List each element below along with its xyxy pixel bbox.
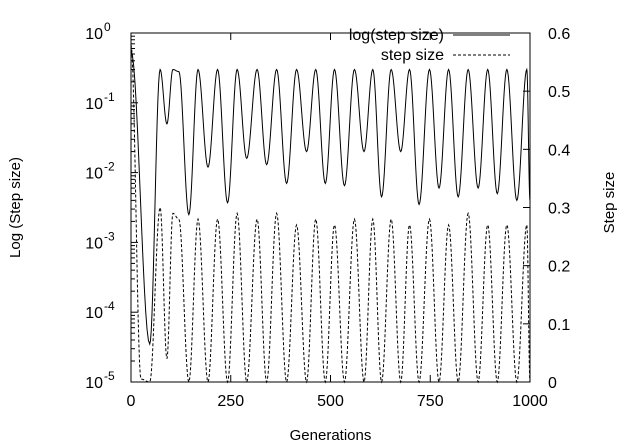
y-right-tick-label: 0: [548, 375, 557, 392]
y-left-tick-label: 10: [85, 235, 103, 252]
y-left-tick-exponent: -2: [104, 160, 115, 174]
x-tick-label: 750: [417, 393, 444, 410]
y-left-tick-label: 10: [85, 96, 103, 113]
x-tick-label: 1000: [512, 393, 548, 410]
y-right-tick-label: 0.4: [548, 142, 570, 159]
x-tick-label: 500: [317, 393, 344, 410]
y-left-tick-exponent: -3: [104, 229, 115, 243]
y-right-tick-label: 0.1: [548, 317, 570, 334]
y-left-tick-label: 10: [85, 375, 103, 392]
y-left-axis-title: Log (Step size): [7, 157, 24, 258]
legend: log(step size) step size: [349, 27, 510, 64]
y-right-axis-title: Step size: [601, 172, 618, 234]
series-layer: [130, 44, 531, 384]
series-step-size-line: [130, 44, 531, 384]
legend-label-log-step-size: log(step size): [349, 27, 444, 44]
y-left-tick-exponent: 0: [104, 20, 111, 34]
y-left-tick-label: 10: [85, 305, 103, 322]
x-tick-label: 0: [127, 393, 136, 410]
y-left-tick-exponent: -1: [104, 90, 115, 104]
y-right-tick-label: 0.2: [548, 259, 570, 276]
y-right-tick-label: 0.6: [548, 26, 570, 43]
y-left-tick-exponent: -4: [104, 299, 115, 313]
y-right-tick-label: 0.5: [548, 84, 570, 101]
y-left-tick-label: 10: [85, 26, 103, 43]
y-right-tick-label: 0.3: [548, 201, 570, 218]
series-log-step-size-line: [130, 50, 531, 346]
y-left-tick-label: 10: [85, 166, 103, 183]
x-tick-label: 250: [217, 393, 244, 410]
x-axis-title: Generations: [290, 427, 372, 444]
legend-label-step-size: step size: [381, 47, 444, 64]
y-left-tick-exponent: -5: [104, 369, 115, 383]
